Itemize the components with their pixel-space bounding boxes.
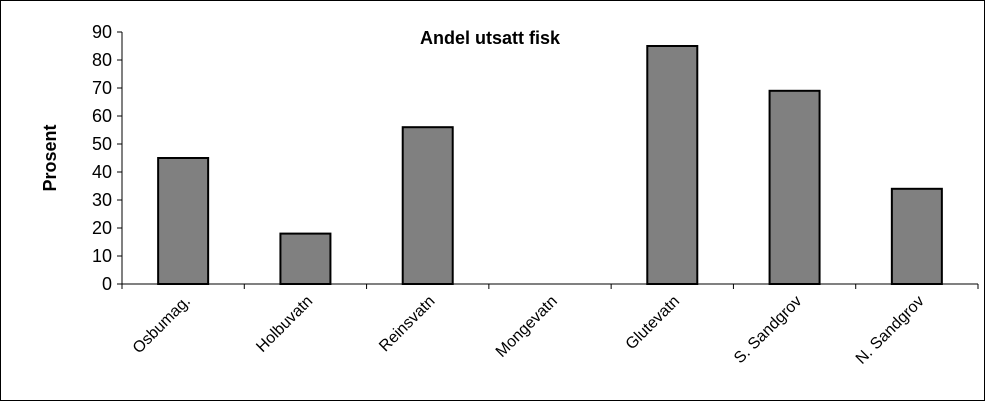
y-tick-label: 90 — [92, 22, 112, 42]
bar — [279, 232, 332, 286]
y-tick-label: 40 — [92, 162, 112, 182]
y-tick-label: 80 — [92, 50, 112, 70]
bar — [401, 126, 454, 285]
y-tick-label: 70 — [92, 78, 112, 98]
y-tick-label: 0 — [102, 274, 112, 294]
bar — [890, 187, 943, 285]
bar — [646, 45, 699, 285]
chart-title: Andel utsatt fisk — [420, 28, 561, 48]
y-tick-label: 30 — [92, 190, 112, 210]
y-tick-label: 60 — [92, 106, 112, 126]
bar — [157, 157, 210, 285]
bar — [768, 89, 821, 285]
y-tick-label: 50 — [92, 134, 112, 154]
y-axis-label: Prosent — [40, 124, 60, 191]
y-tick-label: 20 — [92, 218, 112, 238]
y-tick-label: 10 — [92, 246, 112, 266]
